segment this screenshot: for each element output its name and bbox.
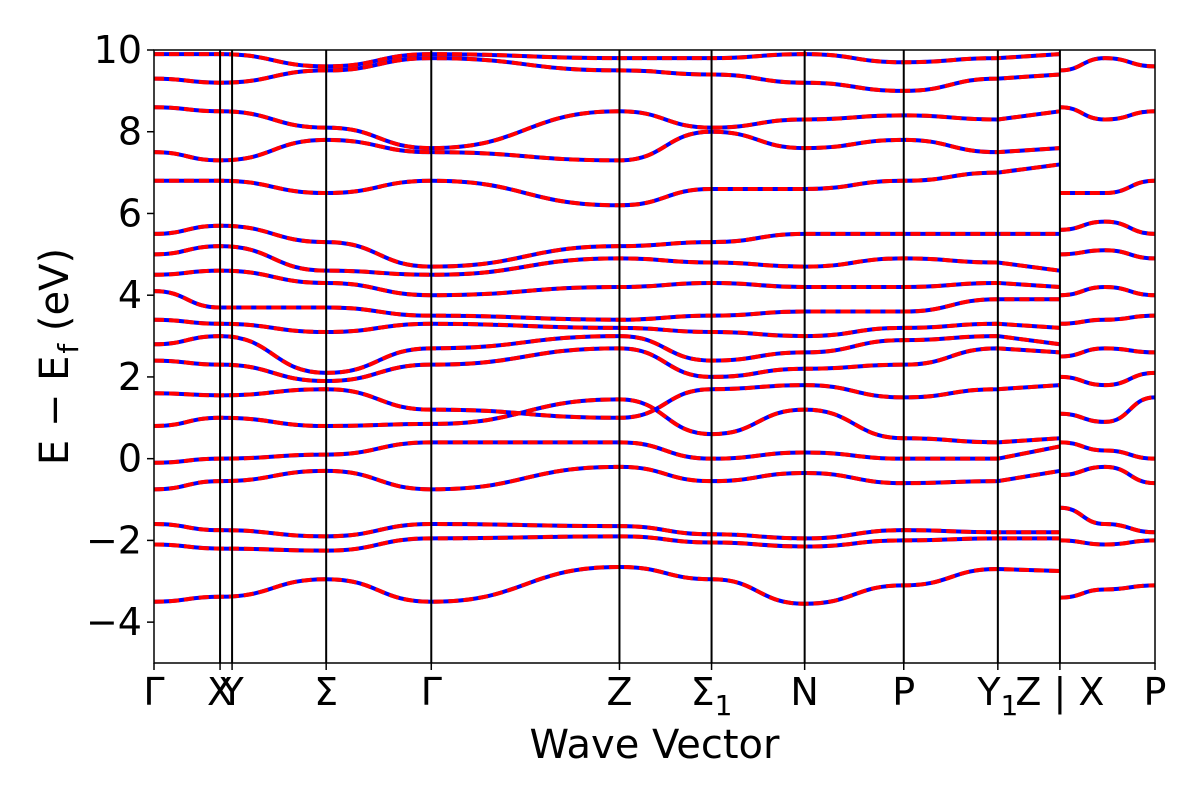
band-line-red [153,440,1061,465]
band-line-blue [1059,395,1156,424]
band-line-blue [153,289,1060,322]
band-line-red [153,129,1061,163]
bands-layer [153,52,1156,606]
y-tick-label: 8 [118,110,142,154]
band-line-red [1059,538,1156,547]
band-line-red [1059,583,1156,600]
x-tick-label: P [1144,670,1167,714]
x-tick-label-sub: 1 [715,689,733,722]
x-tick-label: Σ1 [691,670,733,722]
band-line-red [153,162,1061,208]
band-line-red [1059,370,1156,388]
x-tick-label: Σ [314,670,338,714]
x-tick-label: Z [606,670,632,714]
plot-frame [153,49,1156,664]
y-tick-label: 10 [94,28,142,72]
band-line-red [1059,440,1156,461]
band-line-red [153,105,1061,151]
y-axis-label: E − E f (eV) [32,248,85,465]
x-tick-label: Z | X [1015,670,1104,715]
y-tick-label: 4 [118,273,142,317]
band-line-red [153,223,1060,269]
x-tick-label: Γ [421,670,442,714]
y-tick-label: 2 [118,355,142,399]
y-axis-label-main: E − E [32,356,78,466]
x-tick-label: X [207,670,233,714]
band-line-red [1059,248,1156,261]
band-line-red [153,397,1061,445]
band-line-blue [153,397,1061,445]
band-line-red [153,534,1060,553]
band-line-red [1059,105,1156,122]
x-tick-label: Y1 [976,670,1018,722]
x-tick-label: N [790,670,818,714]
band-line-red [153,383,1061,420]
band-line-red [1059,219,1156,236]
band-line-blue [153,464,1061,492]
band-line-red [1059,56,1156,73]
band-line-red [154,52,1061,69]
y-tick-label: −4 [86,600,142,644]
band-line-red [1059,505,1156,535]
y-axis-label-unit: (eV) [32,248,78,344]
band-line-red [153,346,1061,384]
band-line-blue [153,268,1061,298]
y-tick-label: −2 [86,518,142,562]
band-line-red [1059,395,1156,424]
band-line-red [153,317,1061,339]
band-line-blue [153,162,1061,208]
band-line-red [153,464,1061,492]
y-axis: −4 −2 0 2 4 6 8 10 [86,28,154,644]
band-line-blue [1059,505,1156,535]
x-axis-label: Wave Vector [530,722,781,768]
band-line-red [153,289,1060,322]
x-tick-label-sub: 1 [1001,689,1019,722]
x-tick-label: P [892,670,915,714]
band-line-red [1059,313,1156,326]
band-line-red [153,244,1061,277]
kpoint-lines-layer [219,50,1061,663]
y-tick-label: 0 [118,437,142,481]
band-line-red [1059,346,1156,359]
band-line-red [153,334,1061,375]
x-tick-label: Y [219,670,244,714]
x-tick-label: Γ [143,670,164,714]
band-line-red [1059,464,1156,486]
band-line-red [153,268,1061,298]
band-line-red [153,564,1060,606]
y-tick-label: 6 [118,191,142,235]
band-line-red [1059,178,1156,196]
band-line-red [1059,285,1156,298]
y-axis-label-sub: f [52,343,85,354]
band-line-blue [1059,464,1156,486]
